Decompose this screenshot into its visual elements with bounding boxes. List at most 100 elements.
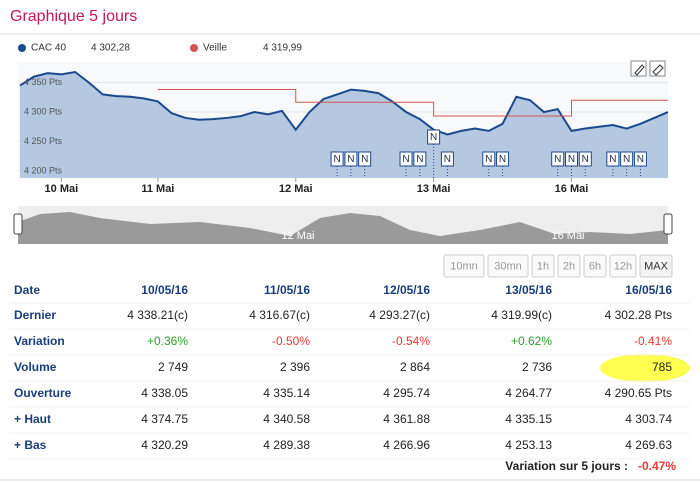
- table-cell: 785: [652, 360, 672, 374]
- table-cell: 4 338.21(c): [127, 308, 188, 322]
- table-cell: +0.62%: [511, 334, 552, 348]
- news-flag-label[interactable]: N: [347, 154, 354, 165]
- table-cell: 4 302.28 Pts: [605, 308, 672, 322]
- table-cell: 2 864: [400, 360, 430, 374]
- table-cell: -0.54%: [392, 334, 430, 348]
- table-cell: + Bas: [14, 438, 47, 452]
- navigator-label: 12 Mai: [281, 230, 314, 242]
- x-tick-label: 13 Mai: [417, 183, 451, 195]
- y-tick-label: 4 250 Pts: [24, 136, 63, 146]
- news-flag-label[interactable]: N: [416, 154, 423, 165]
- table-cell: 4 374.75: [141, 412, 188, 426]
- reference-line: [157, 89, 668, 117]
- table-cell: 4 266.96: [383, 438, 430, 452]
- news-flag-label[interactable]: N: [623, 154, 630, 165]
- table-cell: 4 335.14: [263, 386, 310, 400]
- legend-value[interactable]: 4 319,99: [263, 43, 302, 54]
- news-flag-label[interactable]: N: [637, 154, 644, 165]
- legend-name[interactable]: CAC 40: [31, 43, 66, 54]
- x-tick-label: 10 Mai: [45, 183, 79, 195]
- table-cell: 4 290.65 Pts: [605, 386, 672, 400]
- news-flag-label[interactable]: N: [485, 154, 492, 165]
- table-cell: Volume: [14, 360, 57, 374]
- table-header: 11/05/16: [264, 283, 310, 297]
- footer-value: -0.47%: [638, 459, 676, 473]
- table-cell: Variation: [14, 334, 65, 348]
- table-cell: 4 264.77: [505, 386, 552, 400]
- news-flag-label[interactable]: N: [444, 154, 451, 165]
- pencil-glyph: [634, 64, 645, 76]
- table-cell: Ouverture: [14, 386, 72, 400]
- table-cell: 4 303.74: [625, 412, 672, 426]
- line: [19, 70, 669, 136]
- news-flag-label[interactable]: N: [582, 154, 589, 165]
- eraser-glyph: [652, 64, 664, 76]
- range-button[interactable]: [443, 254, 485, 278]
- table-cell: -0.50%: [272, 334, 310, 348]
- table-cell: 4 253.13: [505, 438, 552, 452]
- table-cell: + Haut: [14, 412, 51, 426]
- table-cell: 4 269.63: [625, 438, 672, 452]
- news-flag-label[interactable]: N: [361, 154, 368, 165]
- range-button[interactable]: [639, 254, 673, 278]
- range-button[interactable]: [531, 254, 555, 278]
- range-button-label[interactable]: 10mn: [450, 260, 478, 272]
- range-button[interactable]: [557, 254, 581, 278]
- news-flag-label[interactable]: N: [609, 154, 616, 165]
- table-cell: 2 736: [522, 360, 552, 374]
- table-cell: 4 335.15: [505, 412, 552, 426]
- range-button[interactable]: [583, 254, 607, 278]
- range-button-label[interactable]: 30mn: [494, 260, 522, 272]
- table-cell: 4 338.05: [141, 386, 188, 400]
- navigator-label: 16 Mai: [551, 230, 584, 242]
- table-cell: 4 289.38: [263, 438, 310, 452]
- table-cell: Dernier: [14, 308, 56, 322]
- table-cell: 2 396: [280, 360, 310, 374]
- highlight: [600, 354, 690, 382]
- table-header: 10/05/16: [141, 283, 188, 297]
- navigator-handle-left[interactable]: [13, 213, 23, 235]
- news-flag-label[interactable]: N: [430, 132, 437, 143]
- legend-name[interactable]: Veille: [203, 43, 227, 54]
- range-button-label[interactable]: 6h: [589, 260, 601, 272]
- x-tick-label: 11 Mai: [141, 183, 174, 195]
- table-cell: 4 340.58: [263, 412, 310, 426]
- range-button[interactable]: [609, 254, 637, 278]
- footer-label: Variation sur 5 jours :: [505, 459, 628, 473]
- table-cell: -0.41%: [634, 334, 672, 348]
- legend-marker[interactable]: [18, 44, 26, 52]
- y-tick-label: 4 300 Pts: [24, 106, 63, 116]
- range-button-label[interactable]: MAX: [644, 260, 669, 272]
- range-button-label[interactable]: 1h: [537, 260, 549, 272]
- navigator-handle-right[interactable]: [663, 213, 673, 235]
- news-flag-label[interactable]: N: [333, 154, 340, 165]
- table-cell: 4 295.74: [383, 386, 430, 400]
- navigator-area: [18, 212, 668, 244]
- range-button[interactable]: [487, 254, 529, 278]
- y-tick-label: 4 200 Pts: [24, 165, 63, 175]
- range-button-label[interactable]: 12h: [614, 260, 632, 272]
- table-header: 16/05/16: [625, 283, 672, 297]
- table-cell: +0.36%: [147, 334, 188, 348]
- x-tick-label: 12 Mai: [279, 183, 313, 195]
- legend-marker[interactable]: [190, 44, 198, 52]
- news-flag-label[interactable]: N: [568, 154, 575, 165]
- table-header: Date: [14, 283, 40, 297]
- table-cell: 4 319.99(c): [491, 308, 552, 322]
- table-cell: 4 316.67(c): [249, 308, 310, 322]
- table-cell: 2 749: [158, 360, 188, 374]
- table-cell: 4 361.88: [383, 412, 430, 426]
- y-tick-label: 4 350 Pts: [24, 77, 63, 87]
- x-tick-label: 16 Mai: [555, 183, 589, 195]
- table-header: 12/05/16: [383, 283, 430, 297]
- news-flag-label[interactable]: N: [402, 154, 409, 165]
- page-title: Graphique 5 jours: [10, 8, 137, 25]
- range-button-label[interactable]: 2h: [563, 260, 575, 272]
- table-cell: 4 320.29: [141, 438, 188, 452]
- table-header: 13/05/16: [505, 283, 552, 297]
- table-cell: 4 293.27(c): [369, 308, 430, 322]
- news-flag-label[interactable]: N: [499, 154, 506, 165]
- legend-value[interactable]: 4 302,28: [91, 43, 130, 54]
- news-flag-label[interactable]: N: [554, 154, 561, 165]
